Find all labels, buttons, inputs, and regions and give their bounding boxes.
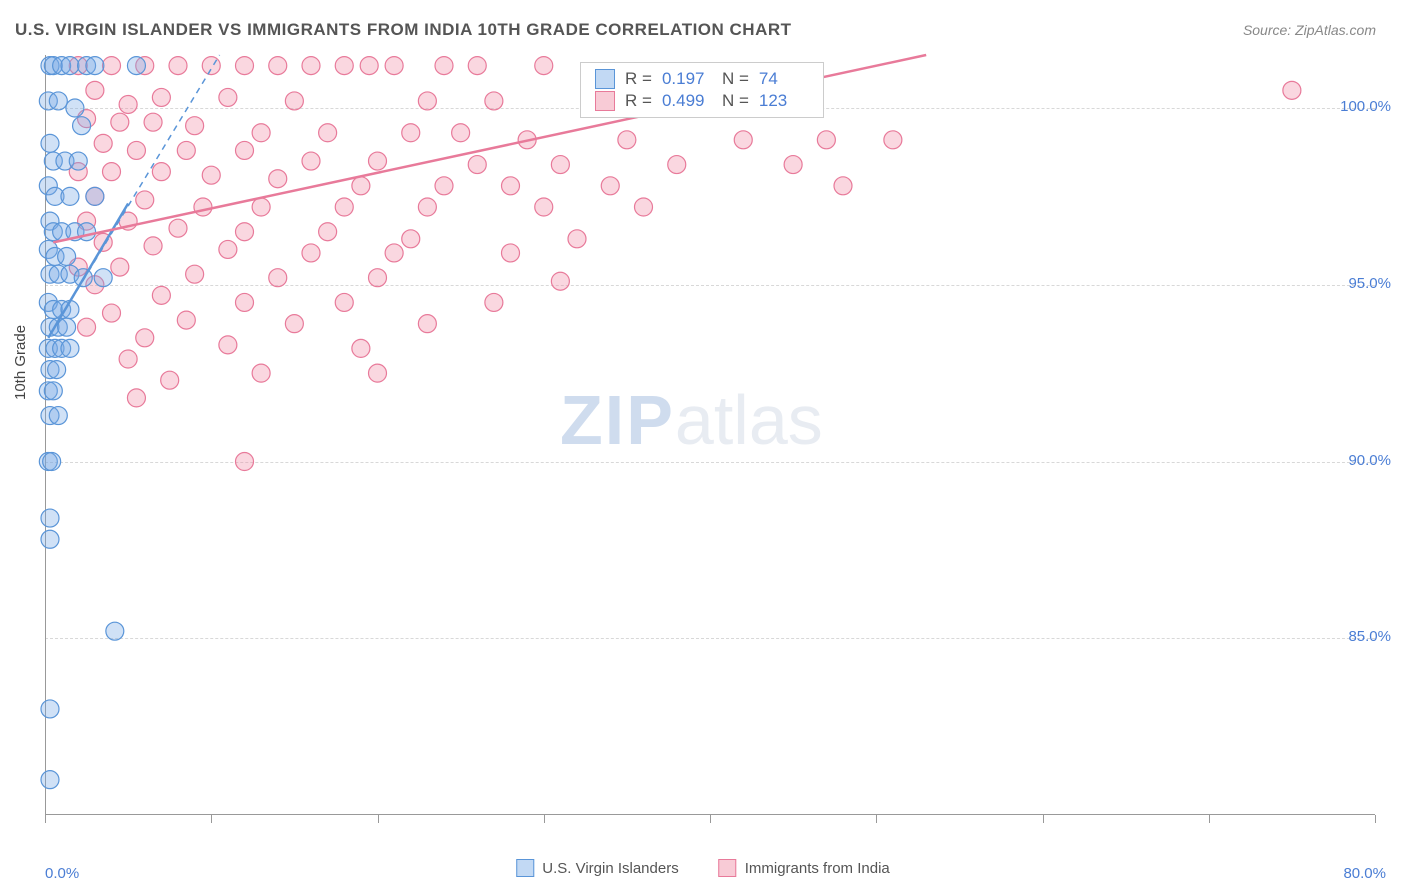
- legend-item-pink: Immigrants from India: [719, 859, 890, 877]
- legend-swatch-pink: [719, 859, 737, 877]
- stats-row-blue: R = 0.197 N = 74: [595, 69, 809, 89]
- chart-title: U.S. VIRGIN ISLANDER VS IMMIGRANTS FROM …: [15, 20, 792, 40]
- r-value-blue: 0.197: [662, 69, 712, 89]
- legend: U.S. Virgin Islanders Immigrants from In…: [516, 859, 890, 877]
- y-axis-label: 10th Grade: [12, 325, 29, 400]
- n-value-pink: 123: [759, 91, 809, 111]
- stats-row-pink: R = 0.499 N = 123: [595, 91, 809, 111]
- correlation-stats-box: R = 0.197 N = 74 R = 0.499 N = 123: [580, 62, 824, 118]
- legend-label-blue: U.S. Virgin Islanders: [542, 860, 678, 877]
- swatch-blue: [595, 69, 615, 89]
- n-label: N =: [722, 69, 749, 89]
- r-label: R =: [625, 91, 652, 111]
- legend-item-blue: U.S. Virgin Islanders: [516, 859, 678, 877]
- r-value-pink: 0.499: [662, 91, 712, 111]
- x-tick-label-right: 80.0%: [1343, 865, 1386, 882]
- swatch-pink: [595, 91, 615, 111]
- n-label: N =: [722, 91, 749, 111]
- r-label: R =: [625, 69, 652, 89]
- x-tick-label-left: 0.0%: [45, 865, 79, 882]
- n-value-blue: 74: [759, 69, 809, 89]
- legend-label-pink: Immigrants from India: [745, 860, 890, 877]
- source-label: Source: ZipAtlas.com: [1243, 22, 1376, 38]
- scatter-plot-svg: [45, 55, 1375, 815]
- legend-swatch-blue: [516, 859, 534, 877]
